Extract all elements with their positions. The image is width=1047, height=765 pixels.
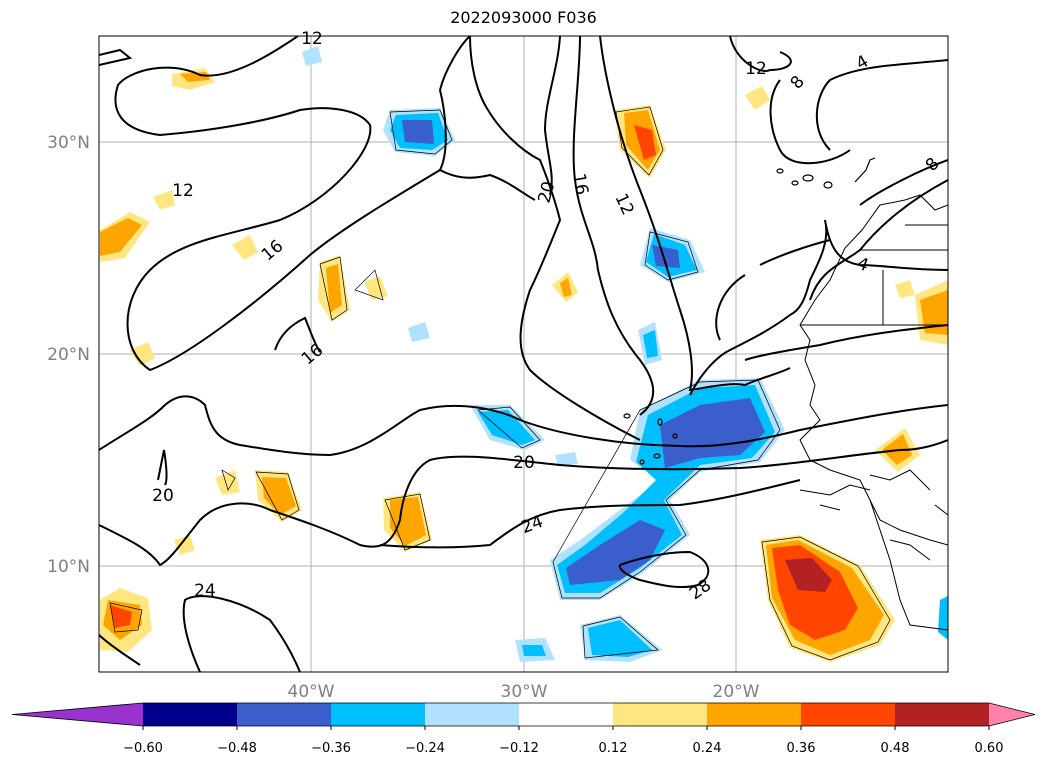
colorbar-segment — [801, 703, 896, 726]
lat-label-10n: 10°N — [47, 557, 90, 577]
colorbar-tick-label: 0.12 — [599, 741, 628, 756]
coastlines — [799, 194, 948, 631]
contour-label: 24 — [194, 581, 216, 601]
colorbar-segment — [331, 703, 426, 726]
lon-label-40w: 40°W — [288, 682, 335, 702]
lat-label-20n: 20°N — [47, 345, 90, 365]
colorbar-tick-label: −0.48 — [217, 741, 257, 756]
colorbar-tick-label: −0.36 — [311, 741, 351, 756]
colorbar-segment — [237, 703, 332, 726]
contour-label: 20 — [152, 486, 174, 506]
lon-label-30w: 30°W — [501, 682, 548, 702]
islands — [623, 157, 876, 465]
colorbar-segment — [707, 703, 802, 726]
colorbar — [11, 702, 1036, 730]
colorbar-tick-label: 0.60 — [975, 741, 1004, 756]
colorbar-extend-high — [989, 703, 1035, 726]
contour-lines — [99, 36, 948, 672]
colorbar-tick-label: 0.36 — [787, 741, 816, 756]
longitude-labels: 40°W 30°W 20°W — [288, 682, 760, 702]
colorbar-tick-label: 0.24 — [693, 741, 722, 756]
contour-label: 12 — [172, 181, 194, 201]
colorbar-extend-low — [12, 703, 143, 726]
colorbar-tick-label: 0.48 — [881, 741, 910, 756]
colorbar-tick-label: −0.12 — [499, 741, 539, 756]
latitude-labels: 30°N 20°N 10°N — [47, 133, 90, 577]
contour-label: 12 — [301, 29, 323, 49]
contour-label: 20 — [513, 453, 535, 473]
colorbar-segment — [895, 703, 990, 726]
contour-label: 12 — [745, 59, 767, 79]
colorbar-segment — [143, 703, 238, 726]
colorbar-tick-label: −0.60 — [123, 741, 163, 756]
lon-label-20w: 20°W — [713, 682, 760, 702]
colorbar-tick-labels: −0.60 −0.48 −0.36 −0.24 −0.12 0.12 0.24 0.36 0.4… — [123, 741, 1003, 756]
colorbar-segment — [613, 703, 708, 726]
map-title: 2022093000 F036 — [450, 8, 597, 27]
colorbar-segment — [425, 703, 520, 726]
colorbar-tick-label: −0.24 — [405, 741, 445, 756]
negative-anomaly-patches — [302, 46, 948, 662]
contour-label: 16 — [568, 172, 591, 197]
plot-border — [98, 35, 949, 673]
lat-label-30n: 30°N — [47, 133, 90, 153]
colorbar-segment — [519, 703, 614, 726]
